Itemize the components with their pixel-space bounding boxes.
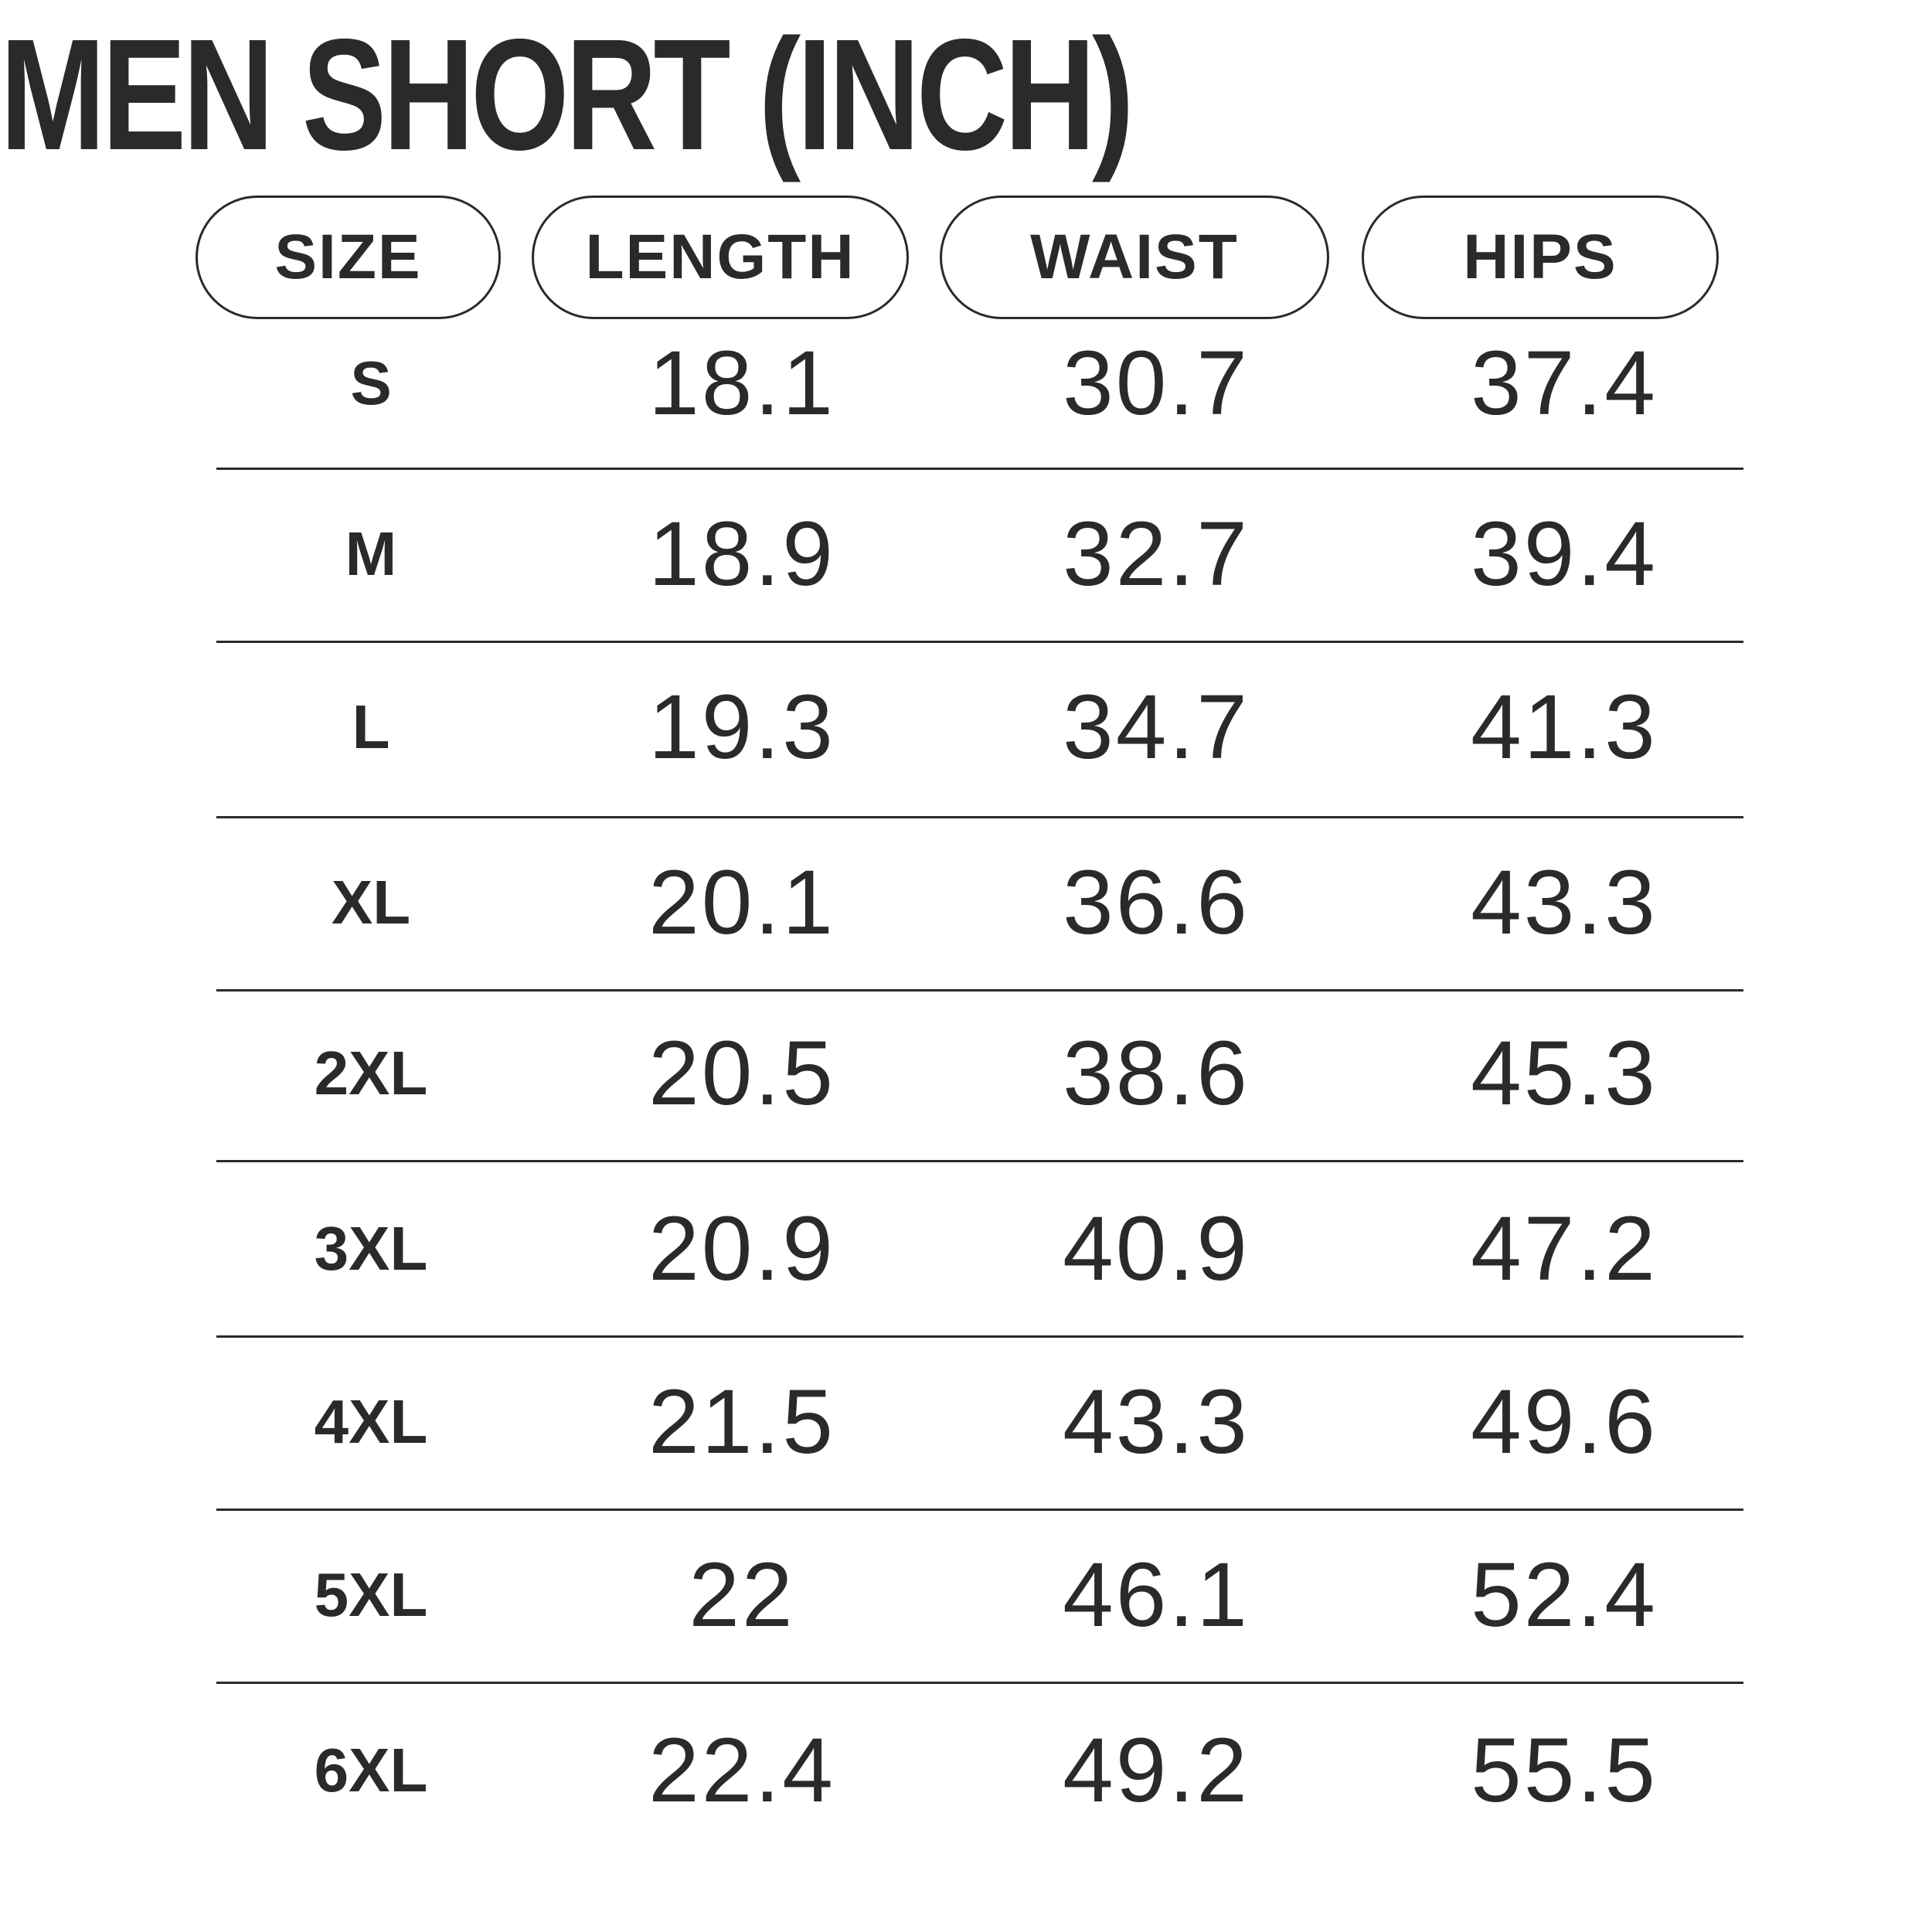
measurement-length: 22.4 <box>648 1719 835 1821</box>
measurement-length: 20.9 <box>648 1198 835 1300</box>
column-header-hips: HIPS <box>1362 196 1719 319</box>
size-label: XL <box>331 868 411 937</box>
size-label: M <box>345 519 397 588</box>
measurement-hips: 49.6 <box>1471 1371 1658 1473</box>
measurement-length: 22 <box>689 1544 795 1646</box>
column-header-size: SIZE <box>196 196 501 319</box>
row-divider <box>216 1682 1743 1684</box>
row-divider <box>216 1335 1743 1338</box>
measurement-length: 19.3 <box>648 676 835 778</box>
measurement-hips: 39.4 <box>1471 503 1658 605</box>
size-label: L <box>352 692 390 761</box>
measurement-waist: 43.3 <box>1063 1371 1250 1473</box>
measurement-waist: 38.6 <box>1063 1022 1250 1124</box>
row-divider <box>216 1160 1743 1162</box>
size-label: 6XL <box>314 1736 428 1804</box>
measurement-length: 20.1 <box>648 852 835 954</box>
measurement-length: 18.9 <box>648 503 835 605</box>
measurement-waist: 40.9 <box>1063 1198 1250 1300</box>
measurement-waist: 32.7 <box>1063 503 1250 605</box>
row-divider <box>216 816 1743 818</box>
column-header-waist: WAIST <box>940 196 1329 319</box>
measurement-hips: 45.3 <box>1471 1022 1658 1124</box>
measurement-hips: 41.3 <box>1471 676 1658 778</box>
measurement-hips: 37.4 <box>1471 332 1658 434</box>
measurement-waist: 49.2 <box>1063 1719 1250 1821</box>
measurement-hips: 47.2 <box>1471 1198 1658 1300</box>
row-divider <box>216 1509 1743 1511</box>
size-label: 5XL <box>314 1560 428 1629</box>
measurement-hips: 43.3 <box>1471 852 1658 954</box>
row-divider <box>216 989 1743 992</box>
measurement-waist: 36.6 <box>1063 852 1250 954</box>
measurement-waist: 46.1 <box>1063 1544 1250 1646</box>
measurement-waist: 30.7 <box>1063 332 1250 434</box>
size-label: 2XL <box>314 1039 428 1107</box>
measurement-waist: 34.7 <box>1063 676 1250 778</box>
size-label: 3XL <box>314 1214 428 1283</box>
measurement-length: 18.1 <box>648 332 835 434</box>
size-label: S <box>350 349 392 417</box>
column-header-length: LENGTH <box>532 196 909 319</box>
measurement-hips: 52.4 <box>1471 1544 1658 1646</box>
page-title: MEN SHORT (INCH) <box>0 6 1134 183</box>
row-divider <box>216 468 1743 470</box>
size-label: 4XL <box>314 1387 428 1456</box>
row-divider <box>216 641 1743 643</box>
measurement-length: 20.5 <box>648 1022 835 1124</box>
measurement-length: 21.5 <box>648 1371 835 1473</box>
measurement-hips: 55.5 <box>1471 1719 1658 1821</box>
